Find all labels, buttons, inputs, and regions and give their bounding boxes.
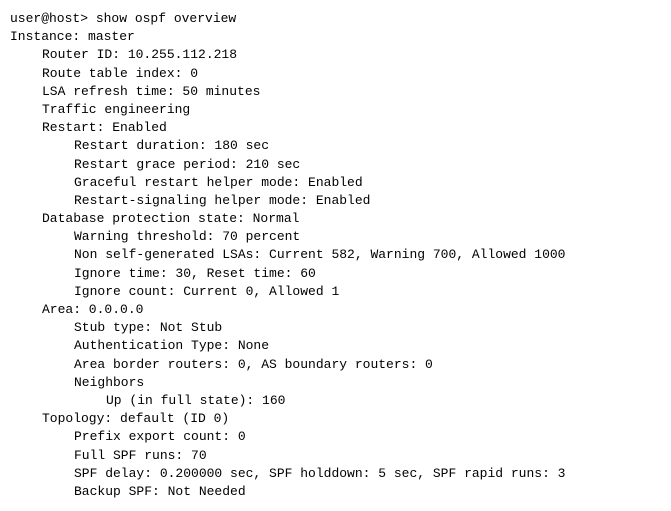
restart-state: Restart: Enabled: [10, 119, 661, 137]
lsa-refresh-time: LSA refresh time: 50 minutes: [10, 83, 661, 101]
prefix-export-count: Prefix export count: 0: [10, 428, 661, 446]
graceful-restart-helper: Graceful restart helper mode: Enabled: [10, 174, 661, 192]
neighbors-header: Neighbors: [10, 374, 661, 392]
spf-delay: SPF delay: 0.200000 sec, SPF holddown: 5…: [10, 465, 661, 483]
topology: Topology: default (ID 0): [10, 410, 661, 428]
authentication-type: Authentication Type: None: [10, 337, 661, 355]
ignore-time: Ignore time: 30, Reset time: 60: [10, 265, 661, 283]
backup-spf: Backup SPF: Not Needed: [10, 483, 661, 501]
neighbors-up-full: Up (in full state): 160: [10, 392, 661, 410]
warning-threshold: Warning threshold: 70 percent: [10, 228, 661, 246]
db-protection-state: Database protection state: Normal: [10, 210, 661, 228]
restart-signaling-helper: Restart-signaling helper mode: Enabled: [10, 192, 661, 210]
ignore-count: Ignore count: Current 0, Allowed 1: [10, 283, 661, 301]
area-border-routers: Area border routers: 0, AS boundary rout…: [10, 356, 661, 374]
traffic-engineering: Traffic engineering: [10, 101, 661, 119]
restart-grace-period: Restart grace period: 210 sec: [10, 156, 661, 174]
restart-duration: Restart duration: 180 sec: [10, 137, 661, 155]
instance-line: Instance: master: [10, 28, 661, 46]
router-id: Router ID: 10.255.112.218: [10, 46, 661, 64]
cli-prompt: user@host> show ospf overview: [10, 10, 661, 28]
non-self-lsas: Non self-generated LSAs: Current 582, Wa…: [10, 246, 661, 264]
route-table-index: Route table index: 0: [10, 65, 661, 83]
stub-type: Stub type: Not Stub: [10, 319, 661, 337]
full-spf-runs: Full SPF runs: 70: [10, 447, 661, 465]
area: Area: 0.0.0.0: [10, 301, 661, 319]
